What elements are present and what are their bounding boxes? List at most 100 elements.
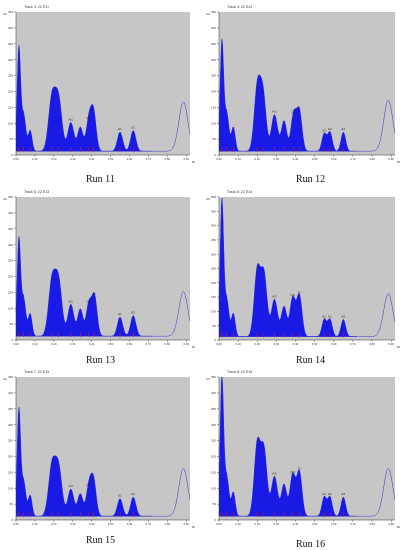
y-tick-label-350: 350 bbox=[211, 42, 216, 46]
y-tick-label-200: 200 bbox=[8, 455, 13, 459]
x-tick-label-2: 0.20 bbox=[255, 522, 261, 526]
densitogram-fill bbox=[16, 407, 153, 517]
y-tick-label-150: 150 bbox=[8, 105, 13, 109]
x-tick-label-1: 0.10 bbox=[235, 342, 241, 346]
peak-label-7: E2 bbox=[328, 127, 332, 131]
y-tick-label-450: 450 bbox=[8, 10, 13, 14]
y-unit-label: AU bbox=[3, 377, 7, 381]
y-tick-label-50: 50 bbox=[213, 324, 217, 328]
caption-run-12: Run 12 bbox=[296, 174, 326, 185]
peak-label-7: E2 bbox=[328, 314, 332, 318]
panel-run-12: Track 4: 22 E12 AU 0 50 100 150 200 250 300 350 40… bbox=[205, 3, 403, 171]
x-tick-label-4: 0.40 bbox=[89, 522, 95, 526]
x-tick-label-1: 0.10 bbox=[32, 522, 38, 526]
x-tick-label-6: 0.60 bbox=[127, 342, 133, 346]
peak-label-7: E2 bbox=[132, 126, 136, 130]
panel-run-11: Track 3: 22 E11 AU 0 50 100 150 200 250 300 350 40… bbox=[2, 3, 198, 171]
panel-run-14: Track 6: 22 E14 AU 0 50 100 150 200 250 300 350 40… bbox=[205, 188, 403, 356]
x-unit-label: Rf bbox=[192, 525, 195, 529]
x-tick-label-2: 0.20 bbox=[51, 342, 57, 346]
peak-label-8: E3 bbox=[342, 127, 346, 131]
y-tick-label-150: 150 bbox=[211, 470, 216, 474]
caption-run-13: Run 13 bbox=[86, 355, 116, 366]
peak-label-3: A/C bbox=[272, 294, 277, 298]
x-tick-label-4: 0.40 bbox=[89, 157, 95, 161]
track-label: Track 7: 22 E15 bbox=[24, 370, 49, 374]
y-tick-label-0: 0 bbox=[214, 153, 216, 157]
y-tick-label-100: 100 bbox=[8, 306, 13, 310]
y-tick-label-0: 0 bbox=[11, 153, 13, 157]
x-tick-label-0: 0.00 bbox=[13, 157, 19, 161]
y-tick-label-100: 100 bbox=[211, 310, 216, 314]
x-unit-label: Rf bbox=[397, 160, 400, 164]
x-tick-label-3: 0.30 bbox=[274, 157, 280, 161]
chart-run-16: Track 8: 22 E16 AU 0 50 100 150 200 250 300 350 40… bbox=[206, 370, 400, 529]
y-tick-label-100: 100 bbox=[211, 121, 216, 125]
x-tick-label-6: 0.60 bbox=[331, 157, 337, 161]
y-tick-label-50: 50 bbox=[10, 137, 14, 141]
y-tick-label-450: 450 bbox=[211, 209, 216, 213]
peak-label-5: D bbox=[298, 467, 300, 471]
densitogram-line bbox=[218, 197, 396, 337]
peak-label-1: A bbox=[256, 84, 258, 88]
chart-run-14: Track 6: 22 E14 AU 0 50 100 150 200 250 300 350 40… bbox=[206, 190, 400, 349]
x-tick-label-6: 0.60 bbox=[127, 522, 133, 526]
y-tick-label-450: 450 bbox=[8, 375, 13, 379]
x-tick-label-7: 0.70 bbox=[350, 342, 356, 346]
y-tick-label-350: 350 bbox=[211, 407, 216, 411]
y-tick-label-350: 350 bbox=[8, 227, 13, 231]
peak-label-0: 1 bbox=[226, 294, 228, 298]
y-tick-label-100: 100 bbox=[8, 486, 13, 490]
y-tick-label-50: 50 bbox=[213, 137, 217, 141]
x-unit-label: Rf bbox=[192, 345, 195, 349]
y-tick-label-400: 400 bbox=[211, 391, 216, 395]
peak-label-5: D bbox=[93, 476, 95, 480]
peak-label-2: B bbox=[58, 464, 60, 468]
peak-label-6: E1 bbox=[323, 492, 327, 496]
plot-area bbox=[16, 197, 190, 340]
y-tick-label-50: 50 bbox=[10, 322, 14, 326]
y-tick-label-300: 300 bbox=[8, 58, 13, 62]
peak-label-1: A bbox=[256, 440, 258, 444]
panel-run-15: Track 7: 22 E15 AU 0 50 100 150 200 250 300 350 40… bbox=[2, 368, 198, 536]
y-tick-label-250: 250 bbox=[8, 259, 13, 263]
peak-label-6: E1 bbox=[323, 314, 327, 318]
y-tick-label-50: 50 bbox=[10, 502, 14, 506]
y-tick-label-250: 250 bbox=[8, 74, 13, 78]
y-tick-label-200: 200 bbox=[211, 281, 216, 285]
track-label: Track 8: 22 E16 bbox=[227, 370, 252, 374]
peak-label-0: 1 bbox=[226, 108, 228, 112]
y-tick-label-250: 250 bbox=[211, 74, 216, 78]
y-tick-label-250: 250 bbox=[8, 439, 13, 443]
densitogram-fill bbox=[16, 45, 153, 152]
x-tick-label-9: 0.90 bbox=[183, 342, 189, 346]
x-tick-label-7: 0.70 bbox=[146, 342, 152, 346]
x-tick-label-5: 0.50 bbox=[312, 157, 318, 161]
x-tick-label-1: 0.10 bbox=[235, 522, 241, 526]
caption-run-11: Run 11 bbox=[86, 174, 115, 185]
peak-label-3: A/C bbox=[272, 110, 277, 114]
x-tick-label-4: 0.40 bbox=[293, 342, 299, 346]
y-tick-label-300: 300 bbox=[211, 58, 216, 62]
y-unit-label: AU bbox=[206, 377, 210, 381]
peak-label-4: C/D bbox=[291, 110, 296, 114]
chart-run-12: Track 4: 22 E12 AU 0 50 100 150 200 250 300 350 40… bbox=[206, 5, 400, 164]
peak-label-6: E1 bbox=[323, 129, 327, 133]
peak-label-6: E1 bbox=[118, 494, 122, 498]
x-tick-label-9: 0.90 bbox=[388, 157, 394, 161]
y-tick-label-200: 200 bbox=[8, 275, 13, 279]
y-tick-label-450: 450 bbox=[211, 10, 216, 14]
peak-label-3: A/C bbox=[272, 471, 277, 475]
y-tick-label-0: 0 bbox=[11, 518, 13, 522]
x-tick-label-8: 0.80 bbox=[369, 342, 375, 346]
x-tick-label-7: 0.70 bbox=[350, 157, 356, 161]
y-tick-label-400: 400 bbox=[211, 224, 216, 228]
peak-label-1: A bbox=[51, 277, 53, 281]
y-tick-label-300: 300 bbox=[8, 243, 13, 247]
peak-label-3: A/C bbox=[69, 118, 74, 122]
x-tick-label-9: 0.90 bbox=[388, 342, 394, 346]
x-tick-label-5: 0.50 bbox=[312, 342, 318, 346]
caption-run-16: Run 16 bbox=[296, 539, 326, 550]
peak-label-2: B bbox=[262, 91, 264, 95]
x-tick-label-9: 0.90 bbox=[183, 157, 189, 161]
